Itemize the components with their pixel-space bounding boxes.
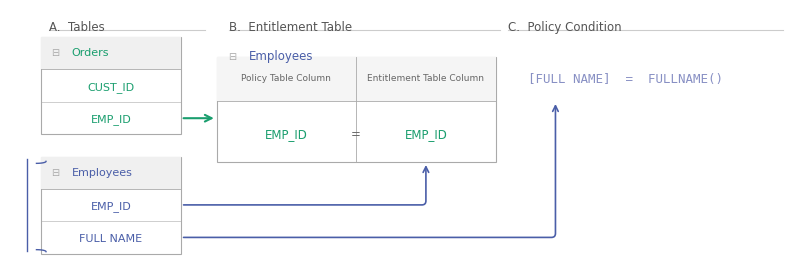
FancyBboxPatch shape [42,38,181,134]
FancyBboxPatch shape [42,38,181,69]
Text: EMP_ID: EMP_ID [265,128,308,141]
Text: EMP_ID: EMP_ID [90,114,131,125]
Text: A.  Tables: A. Tables [50,21,105,34]
Text: ⊟: ⊟ [52,168,60,178]
Text: =: = [351,128,361,141]
Text: Employees: Employees [71,168,133,178]
Text: B.  Entitlement Table: B. Entitlement Table [229,21,352,34]
Text: Orders: Orders [71,48,109,59]
Text: ⊟: ⊟ [52,48,60,59]
Text: Policy Table Column: Policy Table Column [242,74,331,83]
Text: EMP_ID: EMP_ID [90,201,131,212]
Text: Entitlement Table Column: Entitlement Table Column [367,74,485,83]
Text: FULL NAME: FULL NAME [79,234,142,244]
Text: C.  Policy Condition: C. Policy Condition [508,21,622,34]
Text: [FULL NAME]  =  FULLNAME(): [FULL NAME] = FULLNAME() [527,73,722,85]
Text: CUST_ID: CUST_ID [87,82,134,93]
FancyBboxPatch shape [217,57,496,101]
FancyBboxPatch shape [217,57,496,162]
FancyBboxPatch shape [42,157,181,254]
Text: EMP_ID: EMP_ID [405,128,447,141]
Text: Employees: Employees [249,50,313,63]
FancyBboxPatch shape [42,157,181,189]
Text: ⊟: ⊟ [229,52,237,62]
